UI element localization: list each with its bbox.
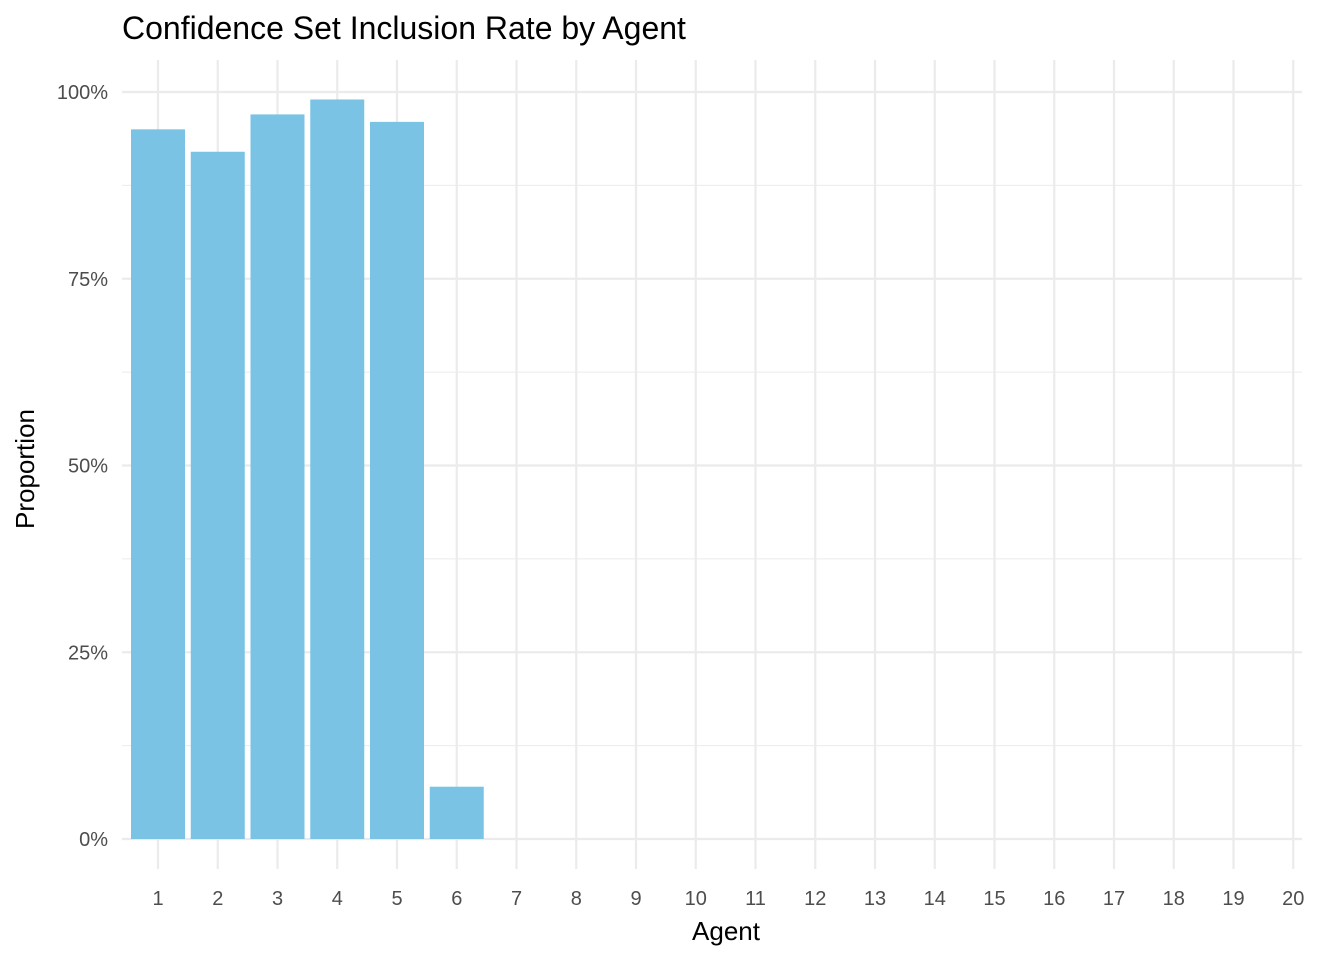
- y-tick-label: 25%: [68, 642, 108, 664]
- x-tick-label: 13: [864, 888, 886, 910]
- bar-agent-3: [250, 114, 305, 839]
- bar-agent-1: [131, 129, 185, 840]
- bar-agent-5: [370, 121, 424, 839]
- x-tick-label: 7: [511, 888, 522, 910]
- bar-agent-4: [310, 99, 365, 840]
- y-axis-title: Proportion: [10, 409, 40, 529]
- x-tick-label: 2: [212, 888, 223, 910]
- x-tick-label: 14: [924, 888, 946, 910]
- x-tick-label: 16: [1043, 888, 1065, 910]
- chart-title: Confidence Set Inclusion Rate by Agent: [122, 10, 686, 46]
- y-tick-label: 0%: [79, 829, 108, 851]
- x-tick-label: 6: [451, 888, 462, 910]
- x-tick-label: 15: [983, 888, 1005, 910]
- x-tick-label: 11: [745, 888, 766, 910]
- y-tick-label: 50%: [68, 456, 108, 478]
- x-tick-label: 5: [391, 888, 402, 910]
- x-tick-label: 4: [332, 888, 343, 910]
- x-tick-label: 9: [630, 888, 641, 910]
- y-axis-ticks: 0% 25% 50% 75% 100%: [57, 82, 108, 851]
- x-tick-label: 10: [685, 888, 707, 910]
- x-tick-label: 8: [571, 888, 582, 910]
- y-tick-label: 75%: [68, 269, 108, 291]
- x-tick-label: 19: [1222, 888, 1244, 910]
- x-axis-title: Agent: [692, 916, 761, 946]
- y-tick-label: 100%: [57, 82, 108, 104]
- bar-agent-2: [190, 151, 245, 839]
- x-tick-label: 17: [1103, 888, 1125, 910]
- x-tick-label: 3: [272, 888, 283, 910]
- x-tick-label: 18: [1163, 888, 1185, 910]
- x-axis-ticks: 1 2 3 4 5 6 7 8 9 10 11 12 13 14 15 16 17 18 19 20: [152, 888, 1304, 910]
- bar-agent-6: [429, 786, 484, 839]
- x-tick-label: 1: [152, 888, 163, 910]
- x-tick-label: 12: [804, 888, 826, 910]
- bars: [131, 99, 484, 840]
- x-tick-label: 20: [1282, 888, 1304, 910]
